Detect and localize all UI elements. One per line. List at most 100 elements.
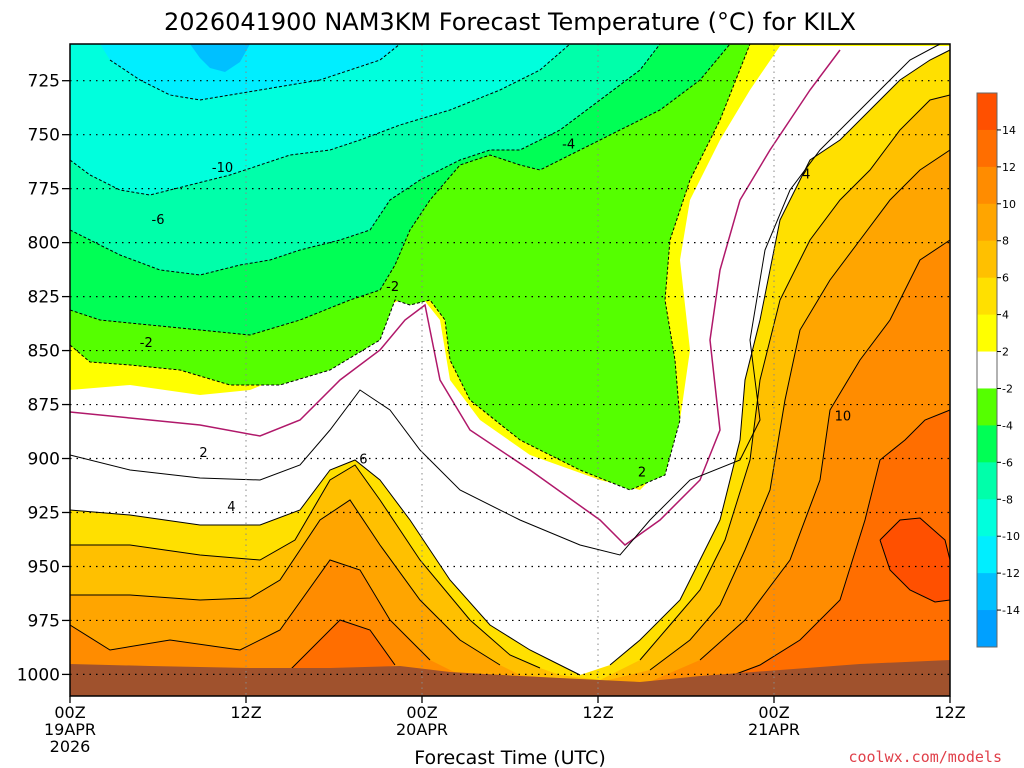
colorbar-label: -12 bbox=[1002, 567, 1020, 580]
x-tick-line: 2026 bbox=[50, 737, 91, 756]
colorbar-label: -4 bbox=[1002, 419, 1013, 432]
colorbar-segment bbox=[977, 462, 997, 500]
colorbar-segment bbox=[977, 536, 997, 574]
colorbar-segment bbox=[977, 573, 997, 611]
fill-6to8 bbox=[70, 95, 950, 696]
contour-label: -2 bbox=[386, 280, 399, 295]
contour-label: -10 bbox=[212, 161, 233, 176]
colorbar-segment bbox=[977, 166, 997, 205]
colorbar-segment bbox=[977, 93, 997, 131]
colorbar-label: 4 bbox=[1002, 309, 1009, 322]
x-tick-line: 00Z bbox=[406, 703, 437, 722]
contour-label: 6 bbox=[359, 453, 367, 468]
chart-title: 2026041900 NAM3KM Forecast Temperature (… bbox=[164, 8, 856, 36]
y-tick-label: 900 bbox=[28, 450, 60, 470]
contour-minus6 bbox=[69, 43, 661, 276]
fill-minus14to-12 bbox=[190, 44, 250, 72]
contour-labels: -10 -6 -4 -2 -2 2 2 4 6 4 10 bbox=[140, 137, 851, 515]
colorbar-segment bbox=[977, 610, 997, 648]
contour-8 bbox=[70, 149, 951, 671]
colorbar-label: -8 bbox=[1002, 493, 1013, 506]
contour-label: 2 bbox=[638, 465, 646, 480]
contour-label: -6 bbox=[152, 213, 165, 228]
contour-label: -4 bbox=[562, 137, 575, 152]
x-axis-label: Forecast Time (UTC) bbox=[414, 747, 605, 768]
colorbar-label: 14 bbox=[1002, 124, 1016, 137]
contour-label: 10 bbox=[835, 409, 852, 424]
colorbar-label: 10 bbox=[1002, 198, 1016, 211]
y-tick-label: 850 bbox=[28, 342, 60, 362]
x-tick-label: 00Z 19APR 2026 bbox=[44, 703, 96, 756]
y-tick-label: 925 bbox=[28, 503, 60, 523]
contour-10 bbox=[69, 239, 951, 661]
colorbar-label: -14 bbox=[1002, 604, 1020, 617]
colorbar-segment bbox=[977, 425, 997, 463]
x-tick-line: 20APR bbox=[396, 720, 448, 739]
y-tick-label: 950 bbox=[28, 557, 60, 577]
x-tick-line: 21APR bbox=[748, 720, 800, 739]
credit-text: coolwx.com/models bbox=[848, 748, 1002, 766]
contour-4 bbox=[69, 49, 951, 676]
colorbar-frame bbox=[976, 92, 998, 648]
colorbar-label: -10 bbox=[1002, 530, 1020, 543]
x-tick-line: 12Z bbox=[230, 703, 261, 722]
contour-label: 4 bbox=[227, 500, 235, 515]
contour-14 bbox=[879, 517, 951, 603]
x-tick-line: 00Z bbox=[54, 703, 85, 722]
contour-minus8 bbox=[69, 43, 571, 196]
x-tick-line: 12Z bbox=[934, 703, 965, 722]
colorbar-label: 2 bbox=[1002, 346, 1009, 359]
y-tick-label: 875 bbox=[28, 396, 60, 416]
x-tick-label: 12Z bbox=[934, 703, 965, 722]
y-tick-label: 725 bbox=[28, 72, 60, 92]
fill-minus12to-10 bbox=[100, 44, 400, 100]
colorbar-label: 12 bbox=[1002, 161, 1016, 174]
x-tick-label: 12Z bbox=[230, 703, 261, 722]
colorbar-segment bbox=[977, 314, 997, 353]
x-tick-line: 19APR bbox=[44, 720, 96, 739]
contour-minus10 bbox=[109, 43, 401, 101]
ground-surface bbox=[70, 660, 950, 696]
contour-0 bbox=[69, 49, 841, 546]
colorbar-segment bbox=[977, 277, 997, 316]
colorbar-label: -6 bbox=[1002, 456, 1013, 469]
y-tick-label: 1000 bbox=[17, 665, 60, 685]
y-tick-label: 825 bbox=[28, 288, 60, 308]
colorbar-segment bbox=[977, 388, 997, 426]
colorbar: 14 12 10 8 6 4 2 -2 -4 -6 -8 -10 -12 -14 bbox=[976, 92, 1020, 648]
plot-area: -10 -6 -4 -2 -2 2 2 4 6 4 10 bbox=[69, 43, 951, 697]
plot-frame bbox=[69, 43, 951, 697]
colorbar-label: 8 bbox=[1002, 235, 1009, 248]
x-tick-label: 12Z bbox=[582, 703, 613, 722]
colorbar-segment bbox=[977, 240, 997, 279]
y-axis: 725 750 775 800 825 850 875 900 925 950 975 1000 bbox=[17, 72, 70, 685]
colorbar-segment bbox=[977, 203, 997, 242]
colorbar-label: -2 bbox=[1002, 382, 1013, 395]
contour-minus4 bbox=[69, 43, 731, 336]
contour-6 bbox=[70, 94, 951, 669]
colorbar-label: 6 bbox=[1002, 272, 1009, 285]
contour-label: -2 bbox=[140, 336, 153, 351]
x-tick-line: 12Z bbox=[582, 703, 613, 722]
contour-12 bbox=[279, 409, 951, 681]
fill-14plus bbox=[880, 518, 950, 602]
x-tick-line: 00Z bbox=[758, 703, 789, 722]
y-tick-label: 775 bbox=[28, 180, 60, 200]
y-tick-label: 750 bbox=[28, 126, 60, 146]
x-tick-label: 00Z 20APR bbox=[396, 703, 448, 739]
near-zero-region bbox=[70, 46, 950, 675]
colorbar-segment bbox=[977, 499, 997, 537]
contour-2 bbox=[69, 43, 941, 556]
x-tick-label: 00Z 21APR bbox=[748, 703, 800, 739]
contour-label: 4 bbox=[802, 168, 810, 183]
grid-lines bbox=[70, 44, 950, 696]
contour-lines bbox=[69, 43, 951, 681]
colorbar-segment bbox=[977, 129, 997, 168]
cold-region bbox=[70, 44, 750, 490]
y-tick-label: 800 bbox=[28, 234, 60, 254]
colorbar-segment bbox=[977, 351, 997, 389]
fill-minus2to2 bbox=[70, 46, 950, 675]
y-tick-label: 975 bbox=[28, 611, 60, 631]
